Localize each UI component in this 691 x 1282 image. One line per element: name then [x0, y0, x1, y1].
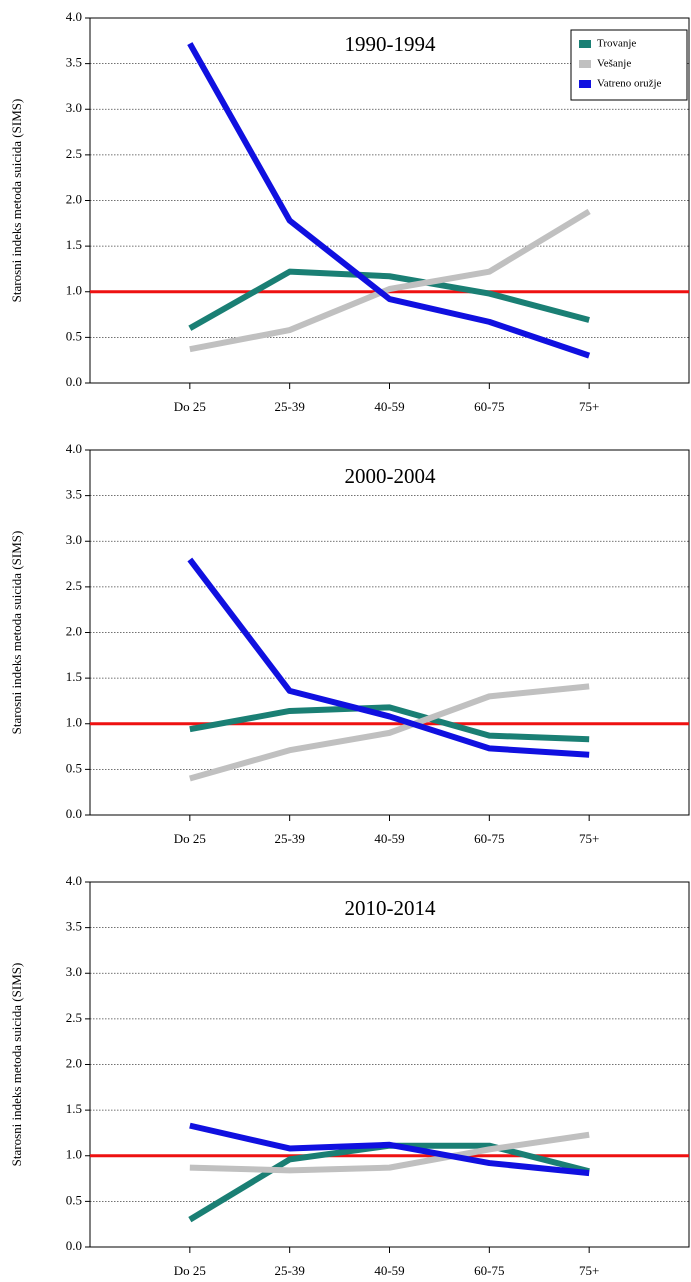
plot-frame [89, 449, 690, 816]
y-tick-label: 1.0 [66, 715, 82, 730]
y-tick-label: 3.0 [66, 964, 82, 979]
y-tick-label: 1.5 [66, 669, 82, 684]
x-tick-label: 25-39 [274, 1263, 304, 1278]
y-tick-label: 3.0 [66, 532, 82, 547]
x-tick-label: Do 25 [174, 1263, 206, 1278]
y-tick-label: 0.0 [66, 374, 82, 389]
legend-swatch [579, 40, 591, 48]
x-tick-label: 75+ [579, 1263, 599, 1278]
y-tick-label: 1.5 [66, 1101, 82, 1116]
legend-swatch [579, 60, 591, 68]
x-tick-label: 40-59 [374, 1263, 404, 1278]
y-tick-label: 4.0 [66, 9, 82, 24]
y-tick-label: 2.5 [66, 1010, 82, 1025]
y-axis-label: Starosni indeks metoda suicida (SIMS) [9, 963, 24, 1167]
plot-frame [89, 881, 690, 1248]
y-tick-label: 2.0 [66, 623, 82, 638]
y-tick-label: 2.0 [66, 191, 82, 206]
chart-title: 1990-1994 [345, 32, 436, 56]
chart: 0.0 0.5 1.0 1.5 2.0 2.5 3.0 3.5 4.0 Do 25 25-39 40-… [9, 873, 690, 1278]
legend-label: Vatreno oružje [597, 78, 662, 90]
x-tick-label: 75+ [579, 831, 599, 846]
y-tick-label: 2.0 [66, 1055, 82, 1070]
x-tick-label: 60-75 [474, 831, 504, 846]
y-tick-label: 2.5 [66, 146, 82, 161]
y-tick-label: 3.0 [66, 100, 82, 115]
legend-label: Trovanje [597, 38, 636, 50]
x-tick-label: 60-75 [474, 399, 504, 414]
x-tick-label: 75+ [579, 399, 599, 414]
series-line [189, 1131, 590, 1174]
legend-label: Vešanje [597, 58, 631, 70]
y-tick-label: 2.5 [66, 578, 82, 593]
series-line [189, 704, 590, 743]
series-line [188, 268, 590, 331]
y-tick-label: 3.5 [66, 55, 82, 70]
y-tick-label: 0.5 [66, 760, 82, 775]
y-tick-label: 4.0 [66, 441, 82, 456]
chart: 0.0 0.5 1.0 1.5 2.0 2.5 3.0 3.5 4.0 Do 25 25-39 40-… [9, 441, 690, 846]
x-tick-label: Do 25 [174, 831, 206, 846]
x-tick-label: Do 25 [174, 399, 206, 414]
series-line [189, 1122, 590, 1177]
y-tick-label: 0.5 [66, 328, 82, 343]
x-tick-label: 40-59 [374, 831, 404, 846]
y-tick-label: 3.5 [66, 487, 82, 502]
legend-swatch [579, 80, 591, 88]
series-line [189, 683, 590, 782]
y-tick-label: 1.0 [66, 283, 82, 298]
y-tick-label: 1.0 [66, 1147, 82, 1162]
x-tick-label: 60-75 [474, 1263, 504, 1278]
y-axis-label: Starosni indeks metoda suicida (SIMS) [9, 531, 24, 735]
y-tick-label: 0.0 [66, 806, 82, 821]
y-axis-label: Starosni indeks metoda suicida (SIMS) [9, 99, 24, 303]
x-tick-label: 25-39 [274, 399, 304, 414]
series-line [187, 557, 590, 758]
y-tick-label: 3.5 [66, 919, 82, 934]
y-tick-label: 0.0 [66, 1238, 82, 1253]
chart: 0.0 0.5 1.0 1.5 2.0 2.5 3.0 3.5 4.0 Do 25 25-39 40-… [9, 9, 690, 414]
chart-title: 2010-2014 [345, 896, 436, 920]
x-tick-label: 25-39 [274, 831, 304, 846]
x-tick-label: 40-59 [374, 399, 404, 414]
y-tick-label: 1.5 [66, 237, 82, 252]
chart-title: 2000-2004 [345, 464, 436, 488]
y-tick-label: 4.0 [66, 873, 82, 888]
y-tick-label: 0.5 [66, 1192, 82, 1207]
series-line [189, 208, 591, 353]
series-line [187, 42, 591, 359]
